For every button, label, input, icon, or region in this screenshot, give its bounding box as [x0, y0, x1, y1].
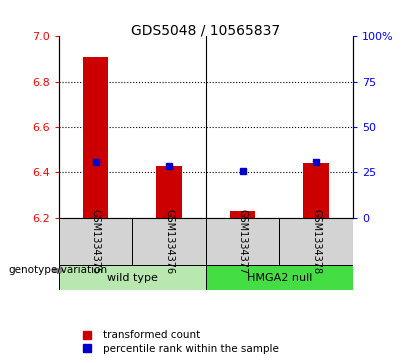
- Text: GSM1334377: GSM1334377: [238, 209, 247, 274]
- Text: GDS5048 / 10565837: GDS5048 / 10565837: [131, 24, 281, 38]
- Text: GSM1334376: GSM1334376: [164, 209, 174, 274]
- Text: wild type: wild type: [107, 273, 158, 283]
- Bar: [279, 218, 353, 265]
- Bar: [156, 166, 182, 218]
- Legend: transformed count, percentile rank within the sample: transformed count, percentile rank withi…: [72, 326, 283, 358]
- Bar: [132, 218, 206, 265]
- Text: GSM1334378: GSM1334378: [311, 209, 321, 274]
- Text: genotype/variation: genotype/variation: [8, 265, 108, 276]
- Text: HMGA2 null: HMGA2 null: [247, 273, 312, 283]
- Bar: [206, 265, 353, 290]
- Bar: [230, 211, 255, 218]
- Bar: [206, 218, 279, 265]
- Text: GSM1334375: GSM1334375: [91, 209, 100, 274]
- Bar: [59, 265, 206, 290]
- Bar: [83, 57, 108, 218]
- Bar: [59, 218, 132, 265]
- Bar: [303, 163, 329, 218]
